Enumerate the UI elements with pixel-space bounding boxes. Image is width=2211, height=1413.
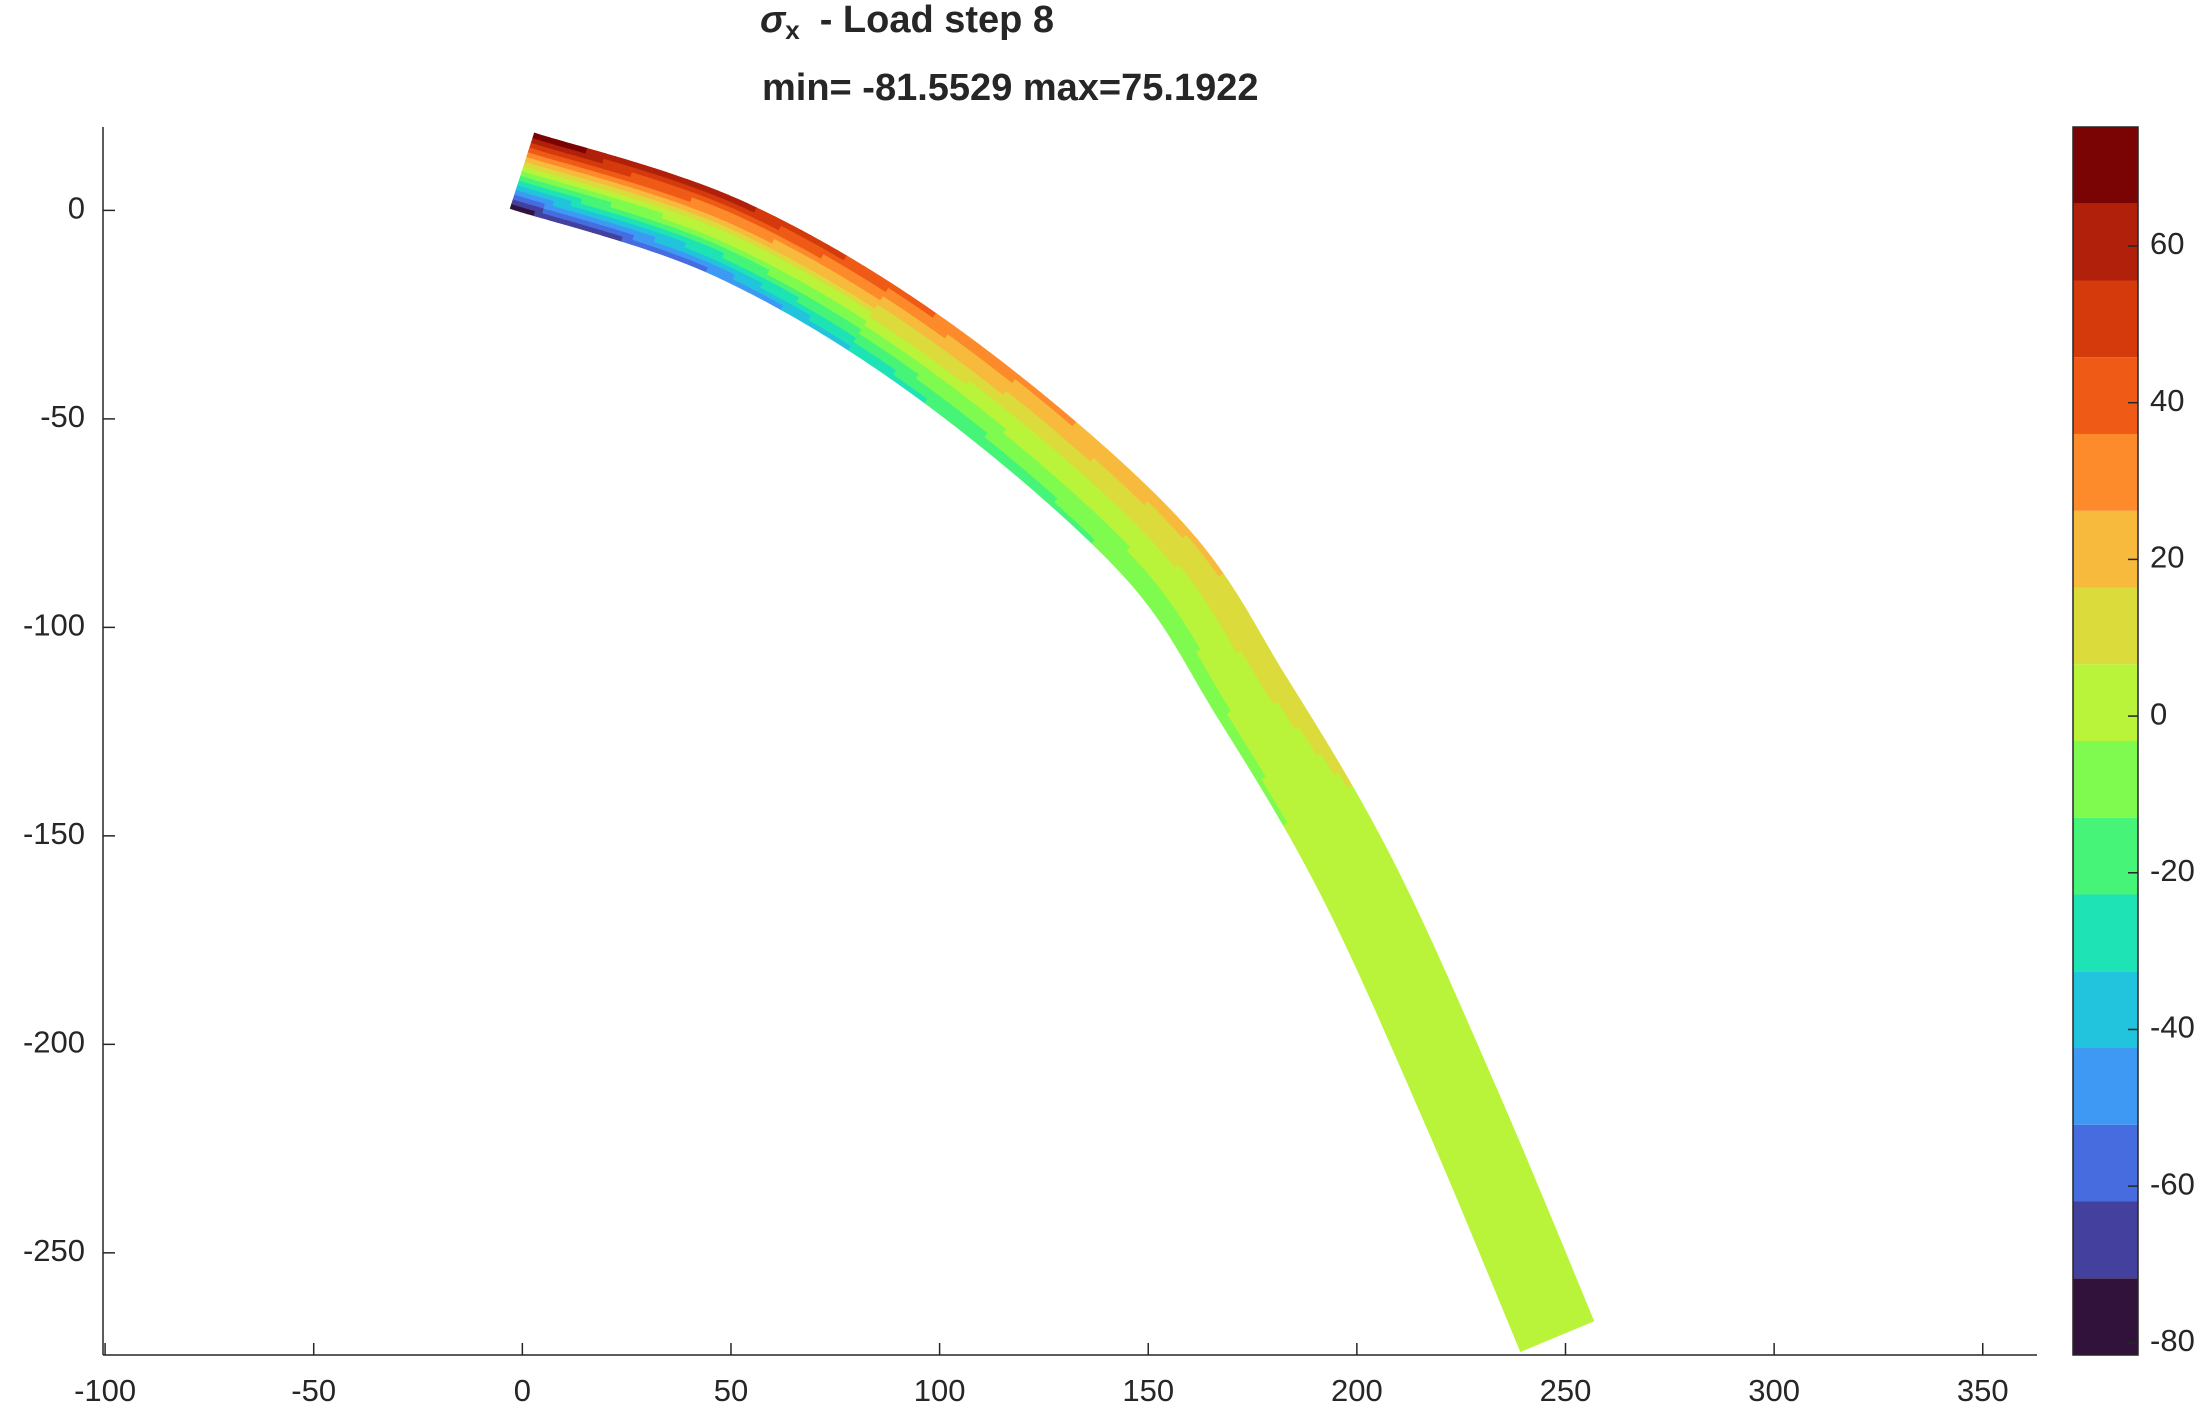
x-tick-label: 0 bbox=[514, 1373, 531, 1408]
colorbar-band bbox=[2073, 894, 2138, 972]
colorbar-tick-label: 40 bbox=[2150, 383, 2184, 418]
colorbar-tick-label: 0 bbox=[2150, 696, 2167, 731]
colorbar-tick-label: -60 bbox=[2150, 1166, 2195, 1201]
x-tick-label: 250 bbox=[1540, 1373, 1592, 1408]
y-tick-label: 0 bbox=[68, 191, 85, 226]
colorbar-band bbox=[2073, 280, 2138, 358]
y-tick-label: -250 bbox=[23, 1233, 85, 1268]
colorbar-band bbox=[2073, 433, 2138, 511]
colorbar-tick-label: 60 bbox=[2150, 226, 2184, 261]
y-tick-label: -50 bbox=[40, 399, 85, 434]
colorbar-band bbox=[2073, 1278, 2138, 1355]
colorbar-band bbox=[2073, 357, 2138, 434]
colorbar-frame bbox=[2072, 126, 2139, 1356]
title-symbol: σ bbox=[760, 0, 787, 41]
colorbar: -80 -60 -40 -20 0 20 40 60 bbox=[2072, 126, 2195, 1358]
colorbar-tick-label: -20 bbox=[2150, 853, 2195, 888]
plot-area bbox=[509, 132, 1595, 1353]
x-tick-label: 100 bbox=[914, 1373, 966, 1408]
y-tick-label: -150 bbox=[23, 816, 85, 851]
colorbar-tick-label: -40 bbox=[2150, 1010, 2195, 1045]
colorbar-tick-label: -80 bbox=[2150, 1323, 2195, 1358]
title-text: - Load step 8 bbox=[820, 0, 1054, 41]
x-tick-label: 50 bbox=[714, 1373, 748, 1408]
x-tick-label: 200 bbox=[1331, 1373, 1383, 1408]
title-subscript: x bbox=[785, 15, 800, 45]
colorbar-tick-label: 20 bbox=[2150, 540, 2184, 575]
colorbar-band bbox=[2073, 1048, 2138, 1125]
chart-title: σx - Load step 8 bbox=[760, 0, 1054, 45]
colorbar-band bbox=[2073, 587, 2138, 665]
colorbar-band bbox=[2073, 203, 2138, 281]
x-tick-label: -100 bbox=[74, 1373, 136, 1408]
colorbar-band bbox=[2073, 971, 2138, 1049]
x-tick-label: 150 bbox=[1122, 1373, 1174, 1408]
chart-subtitle: min= -81.5529 max=75.1922 bbox=[762, 67, 1259, 109]
colorbar-band bbox=[2073, 510, 2138, 588]
y-tick-label: -100 bbox=[23, 608, 85, 643]
colorbar-band bbox=[2073, 817, 2138, 895]
colorbar-band bbox=[2073, 127, 2138, 204]
colorbar-band bbox=[2073, 1201, 2138, 1279]
x-tick-label: 350 bbox=[1957, 1373, 2009, 1408]
colorbar-band bbox=[2073, 664, 2138, 741]
x-tick-label: 300 bbox=[1748, 1373, 1800, 1408]
x-tick-label: -50 bbox=[291, 1373, 336, 1408]
colorbar-band bbox=[2073, 1124, 2138, 1202]
y-tick-label: -200 bbox=[23, 1025, 85, 1060]
stress-cell bbox=[1586, 1315, 1595, 1324]
colorbar-band bbox=[2073, 740, 2138, 818]
